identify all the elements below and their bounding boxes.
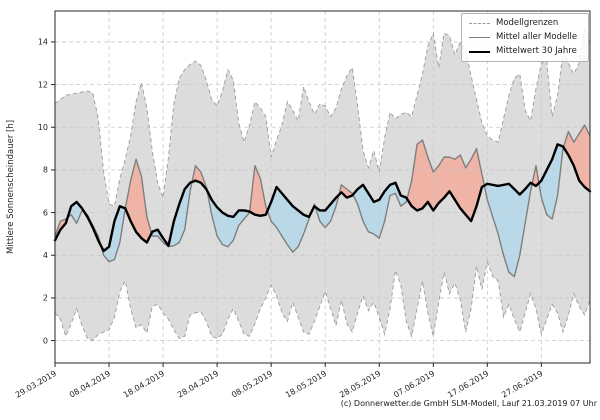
model-range-band (55, 29, 590, 341)
model-upper-bound-line (54, 27, 591, 207)
x-tick-label: 29.03.2019 (14, 369, 58, 400)
x-tick-label: 17.06.2019 (446, 369, 490, 400)
legend-swatch-gray-line-icon (469, 37, 490, 38)
legend-item-mittel-aller-modelle: Mittel aller Modelle (469, 32, 582, 43)
x-tick-label: 18.04.2019 (122, 369, 166, 400)
climate-mean-line (53, 143, 592, 253)
x-tick-label: 28.04.2019 (176, 369, 220, 400)
x-tick-label: 27.06.2019 (500, 369, 544, 400)
legend-swatch-dashed-line-icon (469, 23, 490, 24)
legend: Modellgrenzen Mittel aller Modelle Mitte… (461, 13, 589, 62)
model-mean-line (54, 124, 591, 278)
x-tick-label: 07.06.2019 (392, 369, 436, 400)
x-tick-label: 08.04.2019 (68, 369, 112, 400)
legend-swatch-black-line-icon (469, 50, 490, 53)
legend-label-mittel-aller-modelle: Mittel aller Modelle (496, 32, 578, 42)
y-tick-label: 10 (38, 123, 48, 132)
attribution-text: (c) Donnerwetter.de GmbH SLM-Modell, Lau… (340, 399, 597, 408)
y-tick-label: 4 (43, 251, 48, 260)
y-tick-label: 12 (38, 80, 48, 89)
y-tick-label: 8 (43, 166, 48, 175)
y-tick-label: 0 (43, 336, 48, 345)
legend-label-modellgrenzen: Modellgrenzen (496, 18, 559, 28)
plot-border (54, 10, 591, 364)
legend-item-modellgrenzen: Modellgrenzen (469, 18, 582, 29)
legend-item-mittelwert-30-jahre: Mittelwert 30 Jahre (469, 46, 582, 57)
y-tick-label: 14 (38, 38, 48, 47)
x-tick-label: 28.05.2019 (338, 369, 382, 400)
y-axis-label: Mittlere Sonnenscheindauer [h] (6, 120, 16, 254)
x-tick-label: 08.05.2019 (230, 369, 274, 400)
y-tick-label: 6 (43, 208, 48, 217)
legend-label-mittelwert-30-jahre: Mittelwert 30 Jahre (496, 46, 577, 56)
model-lower-bound-line (54, 259, 591, 342)
y-tick-label: 2 (43, 294, 48, 303)
x-tick-label: 18.05.2019 (284, 369, 328, 400)
